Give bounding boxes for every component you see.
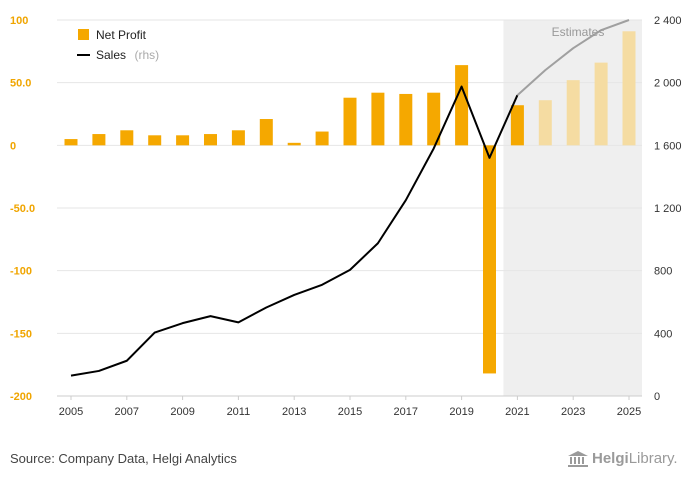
legend-sales-suffix: (rhs) bbox=[134, 48, 159, 62]
legend-net-profit-label: Net Profit bbox=[96, 28, 147, 42]
legend: Net Profit Sales (rhs) bbox=[77, 28, 159, 63]
net-profit-bar bbox=[594, 62, 608, 146]
net-profit-bar bbox=[148, 135, 162, 146]
y-right-tick-label: 1 200 bbox=[654, 203, 682, 215]
net-profit-bar bbox=[538, 100, 552, 146]
net-profit-bar bbox=[371, 92, 385, 146]
axes: 100 50.0 0 -50.0 -100 -150 -200 2 400 2 000 1 600… bbox=[10, 15, 682, 418]
net-profit-bar bbox=[399, 93, 413, 146]
y-right-tick-label: 0 bbox=[654, 391, 660, 403]
y-left-tick-label: -100 bbox=[10, 266, 32, 278]
net-profit-bar bbox=[566, 80, 580, 146]
source-note: Source: Company Data, Helgi Analytics bbox=[10, 451, 237, 466]
legend-sales-text: Sales (rhs) bbox=[96, 46, 159, 63]
helgi-library-logo: HelgiLibrary. bbox=[568, 450, 678, 467]
y-left-tick-label: 100 bbox=[10, 15, 28, 27]
sales-lines bbox=[70, 19, 630, 377]
y-left-tick-label: -50.0 bbox=[10, 203, 35, 215]
x-tick-label: 2023 bbox=[561, 406, 585, 418]
net-profit-bar bbox=[231, 130, 245, 146]
net-profit-bar bbox=[455, 65, 469, 146]
net-profit-bar bbox=[176, 135, 190, 146]
net-profit-bar bbox=[483, 145, 496, 374]
y-right-tick-label: 2 000 bbox=[654, 78, 682, 90]
legend-sales-label: Sales bbox=[96, 48, 126, 62]
brand-bold: Helgi bbox=[592, 450, 629, 467]
sales-estimate-line bbox=[516, 19, 630, 96]
x-tick-label: 2007 bbox=[115, 406, 139, 418]
y-right-tick-label: 400 bbox=[654, 328, 672, 340]
x-tick-label: 2015 bbox=[338, 406, 362, 418]
y-left-tick-label: -150 bbox=[10, 328, 32, 340]
net-profit-bar bbox=[427, 92, 441, 146]
y-left-tick-label: 0 bbox=[10, 140, 16, 152]
y-left-tick-label: -200 bbox=[10, 391, 32, 403]
x-tick-label: 2009 bbox=[170, 406, 194, 418]
net-profit-bar bbox=[92, 134, 106, 146]
x-tick-label: 2019 bbox=[449, 406, 473, 418]
y-right-tick-label: 800 bbox=[654, 266, 672, 278]
y-right-tick-label: 2 400 bbox=[654, 15, 682, 27]
estimates-label: Estimates bbox=[552, 25, 605, 39]
x-tick-label: 2005 bbox=[59, 406, 83, 418]
library-building-icon bbox=[568, 450, 588, 467]
net-profit-bar bbox=[622, 31, 636, 146]
y-right-tick-label: 1 600 bbox=[654, 140, 682, 152]
x-tick-label: 2025 bbox=[617, 406, 641, 418]
net-profit-bar bbox=[204, 134, 217, 146]
net-profit-bar bbox=[120, 130, 134, 146]
net-profit-bar bbox=[510, 105, 524, 146]
legend-net-profit-swatch bbox=[78, 29, 89, 40]
net-profit-bar bbox=[343, 97, 357, 146]
net-profit-bar bbox=[259, 119, 273, 146]
net-profit-bar bbox=[64, 139, 78, 146]
x-tick-label: 2013 bbox=[282, 406, 306, 418]
x-tick-label: 2021 bbox=[505, 406, 529, 418]
net-profit-bar bbox=[315, 131, 329, 146]
x-tick-label: 2017 bbox=[394, 406, 418, 418]
net-profit-bars bbox=[64, 31, 636, 374]
brand-thin: Library. bbox=[628, 450, 678, 467]
y-left-tick-label: 50.0 bbox=[10, 78, 31, 90]
net-profit-bar bbox=[287, 142, 301, 146]
x-tick-label: 2011 bbox=[227, 406, 251, 418]
sales-actual-line bbox=[70, 85, 519, 377]
